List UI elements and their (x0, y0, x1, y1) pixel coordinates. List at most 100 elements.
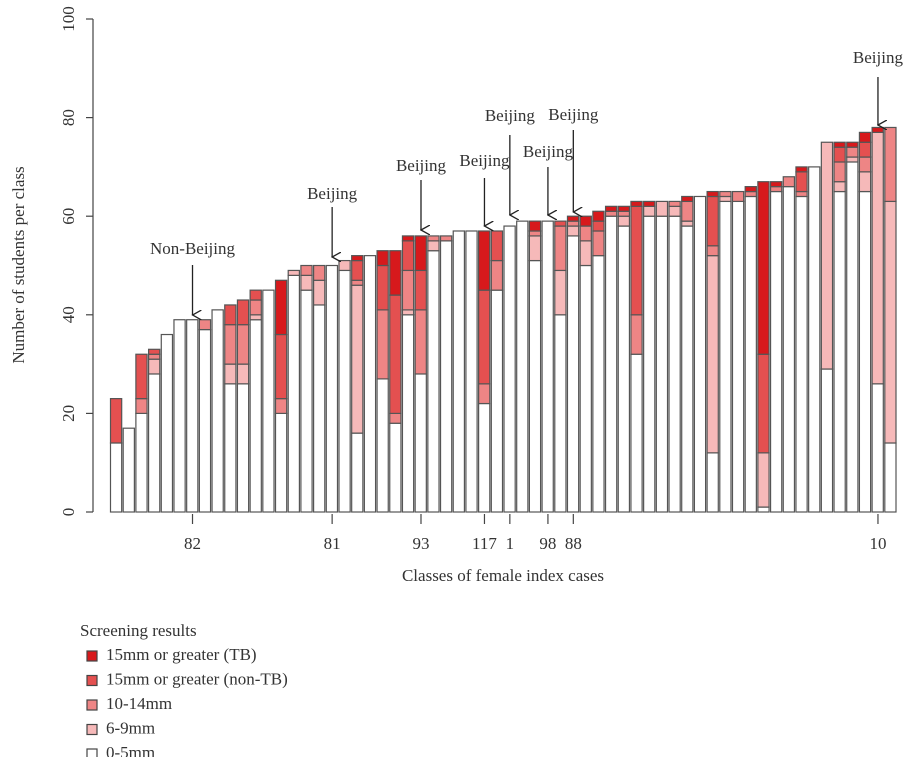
bar-segment (757, 506, 770, 513)
bar-segment (351, 255, 364, 262)
bar-segment (236, 363, 250, 385)
bar-segment (287, 269, 301, 276)
bar-segment (338, 269, 351, 513)
bar-segment (376, 264, 389, 311)
bar-segment (795, 166, 808, 173)
bar-segment (592, 220, 605, 232)
bar-segment (566, 220, 580, 227)
bar-segment (211, 309, 224, 513)
bar-segment (427, 240, 440, 252)
bar-segment (554, 314, 567, 513)
bar-segment (566, 215, 580, 222)
bar-segment (604, 215, 618, 513)
bar-segment (236, 383, 250, 513)
bar-segment (478, 230, 491, 291)
bar-segment (579, 225, 592, 242)
y-tick-label: 60 (59, 208, 78, 225)
bar-segment (820, 141, 834, 370)
bar-segment (414, 373, 427, 513)
bar-segment (452, 230, 466, 513)
bar-segment (884, 200, 897, 444)
legend-swatch (86, 699, 98, 711)
bar-segment (351, 284, 364, 434)
bar-segment (744, 195, 757, 513)
bar-segment (401, 309, 415, 316)
bar-segment (376, 250, 389, 267)
bar-segment (109, 398, 123, 444)
bar-segment (871, 126, 884, 133)
bar-segment (706, 452, 719, 513)
bar-segment (681, 225, 694, 513)
x-tick-label: 81 (324, 534, 341, 553)
bar-segment (249, 319, 262, 513)
bar-segment (604, 210, 618, 217)
bar-segment (490, 289, 504, 513)
annotation-label: Beijing (485, 106, 536, 125)
bar-segment (858, 171, 872, 193)
bar-segment (109, 442, 123, 513)
bar-segment (414, 235, 427, 272)
legend-label: 6-9mm (106, 718, 155, 737)
bar-segment (351, 259, 364, 281)
bar-segment (300, 264, 313, 276)
bar-segment (122, 427, 135, 513)
bar-segment (401, 314, 415, 513)
bar-segment (363, 255, 377, 513)
bar-segment (147, 358, 161, 375)
bar-segment (465, 230, 478, 513)
bar-segment (300, 289, 313, 513)
bar-segment (719, 190, 732, 198)
y-tick-label: 100 (59, 6, 78, 32)
bar-segment (617, 210, 631, 217)
bar-segment (236, 324, 250, 365)
bar-segment (389, 294, 402, 414)
bar-segment (846, 141, 859, 148)
bar-segment (630, 200, 643, 207)
bar-segment (744, 186, 757, 193)
bar-segment (198, 319, 212, 331)
legend-swatch (86, 674, 98, 687)
bar-segment (846, 161, 859, 513)
bar-segment (643, 200, 656, 207)
bar-segment (224, 304, 237, 326)
bar-segment (744, 190, 757, 198)
bar-segment (376, 309, 389, 380)
bar-segment (630, 353, 643, 513)
bar-segment (833, 181, 846, 193)
bar-segment (795, 195, 808, 513)
bar-segment (630, 205, 643, 316)
bar-segment (757, 181, 770, 355)
bar-segment (312, 279, 326, 306)
bar-segment (693, 195, 707, 513)
bar-segment (706, 190, 719, 198)
bar-segment (846, 156, 859, 163)
annotation-label: Beijing (523, 142, 574, 161)
bar-segment (389, 422, 402, 513)
bar-segment (719, 195, 732, 203)
bar-segment (528, 259, 542, 513)
bar-segment (871, 383, 884, 513)
x-tick-label: 82 (184, 534, 201, 553)
bar-segment (389, 250, 402, 296)
annotation-label: Beijing (853, 48, 904, 67)
bar-segment (528, 220, 542, 232)
bar-segment (135, 398, 148, 414)
bar-segment (274, 398, 288, 414)
bar-segment (147, 348, 161, 355)
y-tick-label: 80 (59, 109, 78, 126)
bar-segment (160, 333, 174, 513)
bar-segment (731, 190, 745, 203)
legend-label: 15mm or greater (non-TB) (106, 669, 288, 688)
bar-segment (516, 220, 529, 513)
bar-segment (147, 353, 161, 360)
bar-segment (490, 230, 504, 262)
bar-segment (414, 309, 427, 375)
bar-segment (592, 210, 605, 222)
bar-segment (871, 131, 884, 385)
legend-label: 10-14mm (106, 694, 172, 713)
bar-segment (858, 190, 872, 513)
legend-swatch (86, 723, 98, 736)
bar-segment (668, 200, 681, 207)
bar-segment (287, 274, 301, 513)
bar-segment (414, 269, 427, 311)
